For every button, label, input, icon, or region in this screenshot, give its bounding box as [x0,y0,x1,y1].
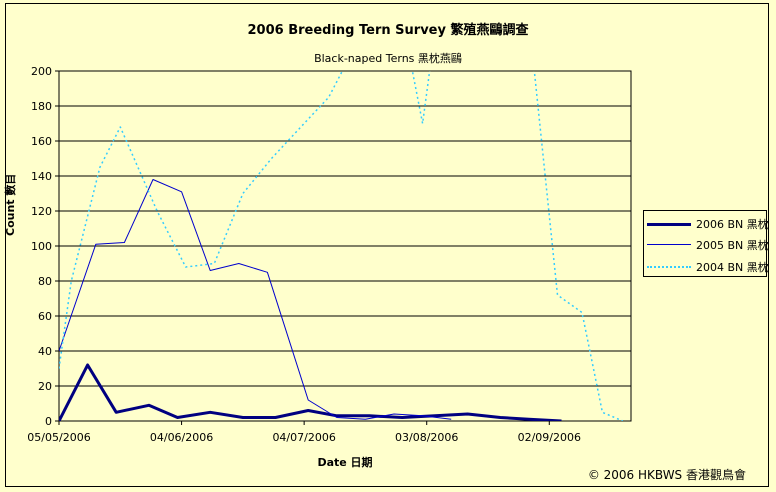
legend-label-2005: 2005 BN 黑枕 [696,239,769,252]
legend-swatch-2006 [647,223,691,226]
x-tick-label: 03/08/2006 [395,431,458,444]
y-tick-label: 140 [31,170,52,183]
chart-title: 2006 Breeding Tern Survey 繁殖燕鷗調查 [247,23,529,38]
gridlines [59,70,631,387]
x-tick-label: 04/07/2006 [272,431,335,444]
y-axis: 0 20 40 60 80 100 120 140 160 180 200 [31,65,59,428]
y-tick-label: 160 [31,135,52,148]
x-tick-label: 02/09/2006 [518,431,581,444]
series-line-0 [59,363,562,421]
series-line-2 [59,71,624,421]
y-axis-label: Count 數目 [4,173,17,236]
y-tick-label: 80 [38,275,52,288]
y-tick-label: 60 [38,310,52,323]
legend-item-2004: 2004 BN 黑枕 [644,259,769,274]
y-tick-label: 0 [45,415,52,428]
legend-item-2006: 2006 BN 黑枕 [644,216,769,231]
legend-label-2006: 2006 BN 黑枕 [696,218,769,231]
chart-subtitle: Black-naped Terns 黑枕燕鷗 [314,52,462,65]
chart-frame [5,3,769,487]
copyright-notice: © 2006 HKBWS 香港觀鳥會 [587,468,746,482]
legend-item-2005: 2005 BN 黑枕 [644,237,769,252]
x-tick-label: 04/06/2006 [150,431,213,444]
y-tick-label: 20 [38,380,52,393]
x-tick-label: 05/05/2006 [27,431,90,444]
y-tick-label: 200 [31,65,52,78]
y-tick-label: 120 [31,205,52,218]
y-tick-label: 40 [38,345,52,358]
legend: 2006 BN 黑枕 2005 BN 黑枕 2004 BN 黑枕 [643,210,769,277]
x-axis: 05/05/2006 04/06/2006 04/07/2006 03/08/2006… [27,421,581,444]
legend-label-2004: 2004 BN 黑枕 [696,261,769,274]
x-axis-label: Date 日期 [317,456,373,469]
y-tick-label: 180 [31,100,52,113]
series-line-1 [59,179,452,420]
series-layer [59,71,624,421]
legend-swatch-2004 [647,266,691,268]
legend-swatch-2005 [647,244,691,245]
y-tick-label: 100 [31,240,52,253]
